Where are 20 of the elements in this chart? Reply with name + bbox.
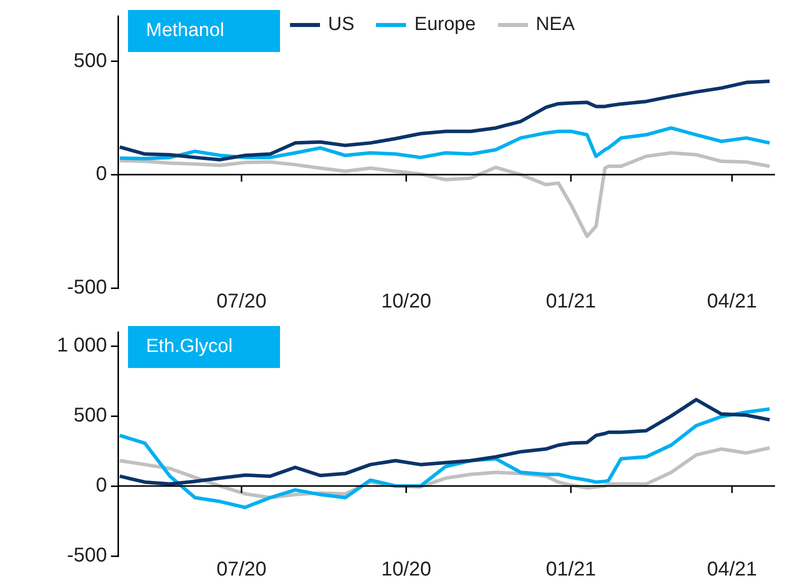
chart-title: Methanol (146, 19, 224, 43)
y-tick-label: 500 (74, 50, 107, 72)
legend-label: Europe (414, 14, 476, 36)
y-tick-label: 0 (96, 163, 107, 186)
y-tick-label: -500 (66, 276, 107, 299)
legend-label: US (328, 14, 354, 36)
chart-title: Eth.Glycol (146, 335, 233, 359)
x-tick-label: 10/20 (381, 290, 432, 313)
x-tick-label: 07/20 (216, 290, 267, 313)
y-tick-label: -500 (66, 544, 107, 567)
y-tick-label: 500 (74, 404, 107, 427)
x-tick-label: 07/20 (216, 558, 267, 581)
legend-label: NEA (536, 14, 575, 36)
x-tick-label: 04/21 (707, 290, 758, 313)
x-tick-label: 01/21 (546, 290, 596, 313)
x-tick-label: 10/20 (381, 558, 432, 581)
x-tick-label: 04/21 (707, 558, 758, 581)
y-tick-label: 0 (96, 474, 107, 497)
x-tick-label: 01/21 (546, 558, 596, 581)
y-tick-label: 1 000 (56, 334, 107, 357)
